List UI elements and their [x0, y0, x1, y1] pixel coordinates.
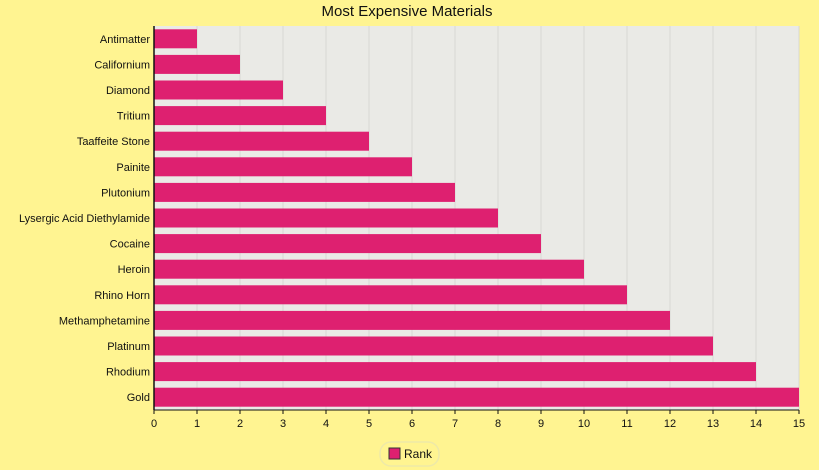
- y-tick-label: Lysergic Acid Diethylamide: [19, 213, 150, 225]
- y-tick-label: Cocaine: [110, 239, 150, 251]
- y-tick-label: Californium: [94, 59, 150, 71]
- bar[interactable]: [154, 387, 799, 407]
- legend-label: Rank: [404, 447, 433, 461]
- x-tick-label: 2: [237, 418, 243, 430]
- bar[interactable]: [154, 259, 584, 279]
- x-tick-label: 8: [495, 418, 501, 430]
- bar[interactable]: [154, 157, 412, 177]
- bar[interactable]: [154, 285, 627, 305]
- x-tick-label: 13: [707, 418, 719, 430]
- y-tick-label: Platinum: [107, 341, 150, 353]
- x-tick-label: 11: [621, 418, 632, 430]
- x-tick-label: 10: [578, 418, 590, 430]
- x-tick-label: 5: [366, 418, 372, 430]
- y-tick-label: Heroin: [118, 264, 150, 276]
- y-tick-label: Painite: [116, 162, 150, 174]
- x-tick-label: 15: [793, 418, 805, 430]
- bar[interactable]: [154, 54, 240, 74]
- y-tick-label: Tritium: [117, 111, 150, 123]
- y-tick-label: Plutonium: [101, 187, 150, 199]
- bar[interactable]: [154, 29, 197, 49]
- bar[interactable]: [154, 234, 541, 254]
- x-tick-label: 3: [280, 418, 286, 430]
- y-tick-label: Diamond: [106, 85, 150, 97]
- legend-swatch: [388, 447, 401, 460]
- bar[interactable]: [154, 106, 326, 126]
- y-tick-label: Rhodium: [106, 367, 150, 379]
- x-tick-label: 0: [151, 418, 157, 430]
- x-tick-label: 1: [194, 418, 200, 430]
- y-tick-label: Taaffeite Stone: [77, 136, 150, 148]
- x-tick-label: 9: [538, 418, 544, 430]
- chart-title: Most Expensive Materials: [322, 3, 493, 20]
- x-tick-label: 14: [750, 418, 762, 430]
- y-tick-label: Methamphetamine: [59, 315, 150, 327]
- bar[interactable]: [154, 182, 455, 202]
- y-tick-label: Rhino Horn: [94, 290, 150, 302]
- bar[interactable]: [154, 208, 498, 228]
- x-tick-label: 6: [409, 418, 415, 430]
- bar[interactable]: [154, 310, 670, 330]
- x-tick-label: 7: [452, 418, 458, 430]
- x-tick-label: 4: [323, 418, 329, 430]
- bar[interactable]: [154, 336, 713, 356]
- bar[interactable]: [154, 80, 283, 100]
- bar[interactable]: [154, 362, 756, 382]
- y-tick-label: Antimatter: [100, 34, 150, 46]
- x-tick-label: 12: [664, 418, 676, 430]
- bar[interactable]: [154, 131, 369, 151]
- y-tick-label: Gold: [127, 392, 150, 404]
- legend[interactable]: Rank: [379, 441, 440, 467]
